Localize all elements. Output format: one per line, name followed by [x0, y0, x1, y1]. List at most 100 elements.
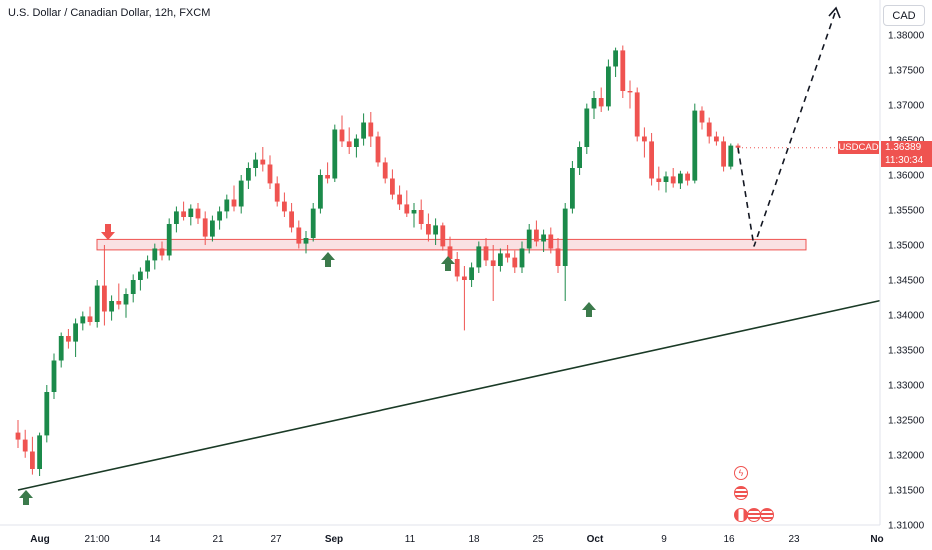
projection-arrowhead: [828, 6, 841, 19]
last-price-label: 1.36389 11:30:34: [881, 141, 932, 167]
annotation-lines: [17, 6, 881, 491]
price-axis[interactable]: 1.380001.375001.370001.365001.360001.355…: [879, 0, 925, 532]
candle-body: [670, 176, 676, 184]
candle-body: [606, 66, 611, 107]
candle-body: [368, 122, 374, 137]
us-flag-event-icon-3[interactable]: [760, 508, 774, 522]
symbol-tag: USDCAD: [838, 141, 879, 154]
x-tick-label: 16: [723, 534, 735, 545]
last-price: 1.36389: [885, 142, 922, 153]
candle-body: [296, 227, 302, 244]
candle-body: [678, 173, 683, 184]
support-up-arrow: [582, 302, 596, 317]
chart-title: U.S. Dollar / Canadian Dollar, 12h, FXCM: [8, 7, 211, 19]
flash-event-icon[interactable]: ϟ: [734, 466, 748, 480]
candle-body: [361, 122, 366, 139]
x-tick-label: 14: [149, 534, 161, 545]
candle-body: [15, 432, 21, 440]
y-tick-label: 1.34000: [888, 311, 925, 322]
candle-body: [267, 164, 273, 184]
us-flag-event-icon-2[interactable]: [747, 508, 761, 522]
candle-body: [238, 180, 244, 207]
y-tick-label: 1.37000: [888, 101, 925, 112]
ascending-trendline: [17, 299, 881, 491]
candle-body: [714, 136, 719, 142]
candle-body: [462, 276, 467, 280]
x-tick-label: 9: [661, 534, 667, 545]
candle-body: [274, 183, 280, 202]
candle-body: [354, 138, 359, 147]
y-tick-label: 1.37500: [888, 66, 925, 77]
currency-button[interactable]: CAD: [883, 5, 925, 26]
x-tick-label: 21: [212, 534, 224, 545]
candle-body: [246, 168, 251, 181]
candle-body: [598, 98, 604, 107]
candle-body: [166, 224, 172, 256]
candle-body: [534, 229, 539, 242]
x-tick-label: 11: [405, 534, 416, 545]
candle-body: [390, 178, 395, 195]
candle-body: [562, 208, 568, 266]
y-tick-label: 1.33500: [888, 346, 925, 357]
candle-body: [318, 175, 323, 209]
candle-body: [44, 392, 50, 436]
candle-body: [642, 136, 647, 142]
candle-body: [706, 122, 712, 137]
y-tick-label: 1.34500: [888, 276, 925, 287]
candle-body: [130, 280, 136, 294]
candle-body: [440, 225, 446, 247]
candle-body: [152, 248, 158, 261]
candle-body: [123, 294, 129, 305]
candle-body: [447, 246, 453, 259]
x-tick-label: No: [870, 534, 883, 545]
candle-body: [382, 162, 388, 179]
candle-body: [109, 301, 114, 312]
candlestick-series: [15, 45, 741, 476]
candle-body: [498, 253, 503, 266]
us-flag-event-icon[interactable]: [734, 486, 748, 500]
support-up-arrow: [441, 256, 455, 271]
candle-body: [310, 208, 316, 238]
candle-body: [22, 439, 28, 452]
candle-body: [627, 91, 633, 93]
candle-body: [30, 451, 35, 469]
candle-body: [519, 248, 525, 268]
y-tick-label: 1.32000: [888, 451, 925, 462]
x-tick-label: 23: [788, 534, 800, 545]
x-tick-label: Aug: [30, 534, 49, 545]
candle-body: [138, 271, 143, 280]
candle-body: [73, 323, 78, 342]
candle-body: [51, 360, 57, 392]
candle-body: [195, 208, 201, 219]
candle-body: [181, 211, 186, 217]
candle-body: [634, 92, 640, 137]
y-tick-label: 1.36000: [888, 171, 925, 182]
candle-body: [397, 194, 402, 205]
annotation-arrows: [19, 224, 596, 505]
candle-body: [483, 246, 489, 261]
candle-body: [454, 259, 460, 277]
candle-body: [505, 253, 510, 258]
candle-body: [570, 168, 575, 209]
candle-body: [656, 178, 662, 182]
candle-body: [66, 336, 71, 342]
candle-body: [721, 141, 726, 167]
candle-body: [58, 336, 64, 361]
y-tick-label: 1.35500: [888, 206, 925, 217]
candle-body: [260, 159, 266, 165]
candle-body: [728, 145, 734, 167]
candle-body: [282, 201, 287, 212]
x-tick-label: 25: [532, 534, 544, 545]
candle-body: [339, 129, 345, 142]
bar-countdown: 11:30:34: [885, 155, 924, 166]
projection-path: [737, 9, 837, 247]
time-axis[interactable]: Aug 21:00 14 21 27 Sep 11 18 25 Oct 9 16 23 No: [0, 524, 884, 545]
candle-body: [692, 110, 698, 181]
y-tick-label: 1.35000: [888, 241, 925, 252]
candle-body: [202, 218, 208, 237]
candle-body: [37, 435, 42, 469]
candle-body: [476, 246, 482, 268]
ca-flag-event-icon[interactable]: [734, 508, 748, 522]
candle-body: [346, 141, 352, 147]
